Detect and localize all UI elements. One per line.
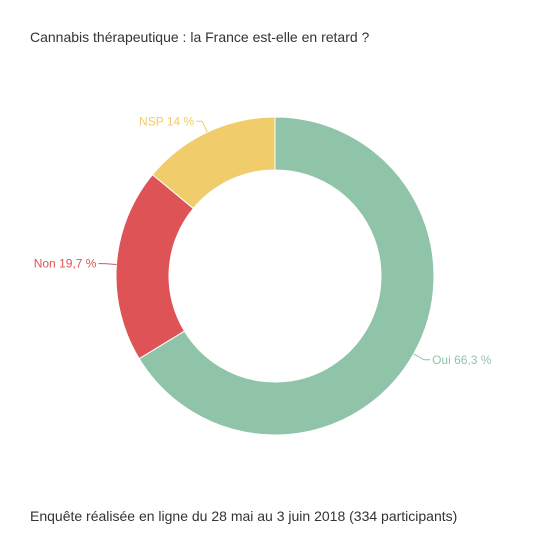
slice-label-oui: Oui 66,3 % xyxy=(432,353,492,367)
chart-title: Cannabis thérapeutique : la France est-e… xyxy=(30,29,370,45)
slice-oui xyxy=(138,116,435,436)
chart-footer: Enquête réalisée en ligne du 28 mai au 3… xyxy=(30,508,458,524)
donut-slices xyxy=(115,116,435,436)
slice-labels: Oui 66,3 % Non 19,7 % NSP 14 % xyxy=(34,114,492,367)
leader-line-non xyxy=(98,263,117,266)
leader-line-nsp xyxy=(196,120,208,133)
label-leader-lines xyxy=(98,120,431,361)
slice-nsp xyxy=(151,116,276,210)
slice-label-nsp: NSP 14 % xyxy=(139,114,194,128)
slice-label-non: Non 19,7 % xyxy=(34,257,97,271)
slice-non xyxy=(115,173,195,360)
leader-line-oui xyxy=(413,353,431,361)
